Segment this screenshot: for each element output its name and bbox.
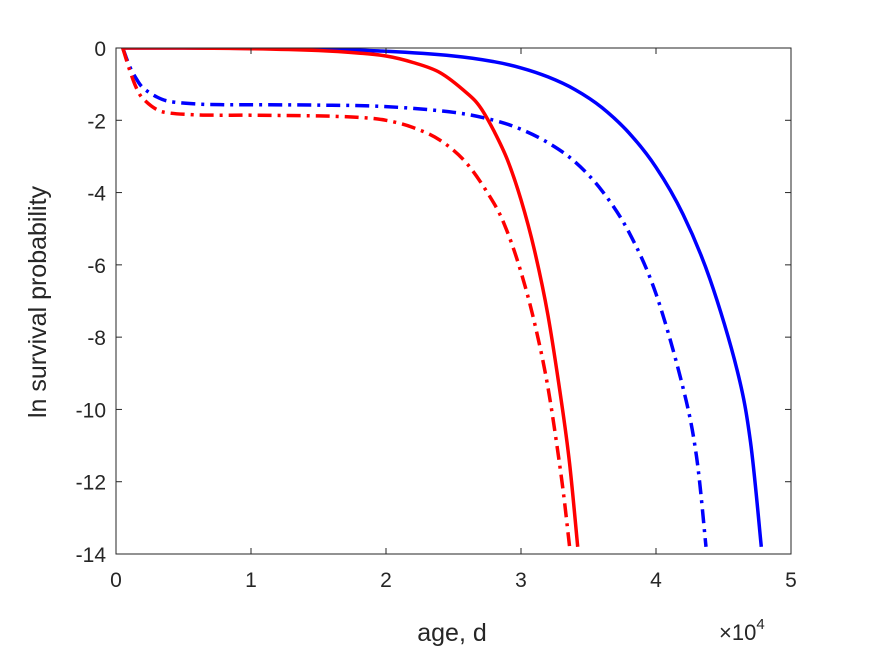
- x-tick-label: 2: [380, 569, 392, 592]
- y-tick-label: -14: [76, 544, 107, 567]
- series-line-1: [122, 48, 764, 547]
- series-line-2: [121, 48, 708, 547]
- x-tick-label: 4: [650, 569, 662, 592]
- x-axis-label: age, d: [417, 619, 487, 647]
- x-tick-label: 5: [785, 569, 797, 592]
- plot-lines: [121, 48, 764, 548]
- y-tick-label: -8: [87, 327, 106, 350]
- ticks: 0 1 2 3 4 5 0 -2 -4 -6 -8 -10 -12 -14: [76, 38, 797, 592]
- x-tick-label: 0: [110, 569, 122, 592]
- x-axis-exponent-base: 10: [732, 620, 756, 645]
- series-line-3: [122, 48, 580, 547]
- x-tick-label: 1: [245, 569, 257, 592]
- y-tick-label: -10: [76, 399, 106, 422]
- x-axis-exponent: ×104: [719, 616, 765, 645]
- y-tick-label: 0: [94, 38, 106, 61]
- x-axis-exponent-power: 4: [756, 616, 764, 633]
- y-tick-label: -12: [76, 472, 106, 495]
- y-axis-label: ln survival probability: [24, 185, 52, 418]
- series-line-4: [121, 48, 572, 548]
- axes-box: [115, 47, 792, 555]
- x-axis-exponent-symbol: ×: [719, 620, 732, 645]
- y-tick-label: -4: [87, 183, 106, 206]
- y-tick-label: -2: [87, 110, 106, 133]
- x-tick-label: 3: [515, 569, 527, 592]
- y-tick-label: -6: [87, 255, 106, 278]
